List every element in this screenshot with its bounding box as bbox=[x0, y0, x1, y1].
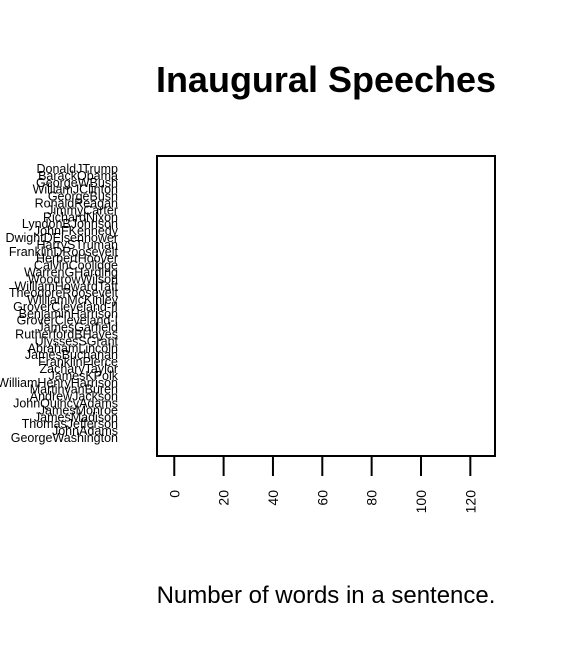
x-tick-label: 0 bbox=[166, 490, 182, 498]
y-tick-label: GroverCleveland-I bbox=[17, 314, 118, 328]
y-tick-label: JamesGarfield bbox=[37, 321, 118, 335]
y-tick-label: CalvinCoolidge bbox=[34, 259, 118, 273]
y-tick-label: TheodoreRoosevelt bbox=[9, 286, 119, 300]
y-tick-label: ThomasJefferson bbox=[22, 417, 118, 431]
y-tick-label: JamesMadison bbox=[34, 410, 118, 424]
x-axis: 0 20 40 60 80 100 120 bbox=[166, 456, 478, 513]
y-tick-label: AbrahamLincoln bbox=[28, 341, 118, 355]
y-tick-label: JohnQuincyAdams bbox=[13, 397, 118, 411]
y-tick-label: GroverCleveland-II bbox=[13, 300, 118, 314]
y-tick-label: LyndonBJohnson bbox=[22, 217, 118, 231]
y-tick-label: WoodrowWilson bbox=[28, 272, 118, 286]
chart-title: Inaugural Speeches bbox=[156, 59, 496, 100]
y-tick-label: AndrewJackson bbox=[30, 390, 118, 404]
y-tick-label: RonaldReagan bbox=[35, 196, 118, 210]
x-tick-label: 120 bbox=[462, 490, 478, 514]
y-tick-label: DwightDEisenhower bbox=[5, 231, 118, 245]
y-tick-label: RichardNixon bbox=[43, 210, 118, 224]
y-tick-label: WilliamHenryHarrison bbox=[0, 376, 118, 390]
x-tick-label: 60 bbox=[314, 490, 330, 506]
x-tick-label: 80 bbox=[364, 490, 380, 506]
y-tick-label: BenjaminHarrison bbox=[19, 307, 118, 321]
y-tick-label: GeorgeWashington bbox=[11, 431, 118, 445]
y-tick-label: BarackObama bbox=[38, 169, 118, 183]
plot-frame bbox=[156, 155, 496, 457]
y-tick-label: WarrenGHarding bbox=[24, 265, 118, 279]
y-tick-label: DonaldJTrump bbox=[36, 162, 118, 176]
y-tick-label: JohnAdams bbox=[52, 424, 118, 438]
x-tick-label: 100 bbox=[413, 490, 429, 514]
y-tick-label: UlyssesSGrant bbox=[35, 334, 119, 348]
y-tick-label: GeorgeBush bbox=[48, 190, 118, 204]
y-tick-label: FranklinPierce bbox=[38, 355, 118, 369]
y-tick-label: JohnFKennedy bbox=[34, 224, 119, 238]
y-tick-label: GeorgeWBush bbox=[36, 176, 118, 190]
y-tick-label: JamesMonroe bbox=[39, 403, 118, 417]
y-tick-label: WilliamHowardTaft bbox=[15, 279, 119, 293]
y-tick-label: FranklinDRoosevelt bbox=[9, 245, 119, 259]
y-tick-label: MartinvanBuren bbox=[30, 383, 118, 397]
y-tick-label: HarrySTruman bbox=[37, 238, 119, 252]
y-tick-label: ZacharyTaylor bbox=[40, 362, 119, 376]
y-tick-label: RutherfordBHayes bbox=[15, 328, 118, 342]
x-tick-label: 40 bbox=[265, 490, 281, 506]
x-axis-label: Number of words in a sentence. bbox=[157, 582, 496, 609]
y-tick-label: JimmyCarter bbox=[47, 203, 118, 217]
y-axis-labels: GeorgeWashingtonJohnAdamsThomasJefferson… bbox=[0, 162, 119, 445]
y-tick-label: JamesKPolk bbox=[49, 369, 119, 383]
y-tick-label: JamesBuchanan bbox=[25, 348, 118, 362]
y-tick-label: HerbertHoover bbox=[36, 252, 118, 266]
x-tick-label: 20 bbox=[216, 490, 232, 506]
y-tick-label: WilliamMcKinley bbox=[27, 293, 119, 307]
y-tick-label: WilliamJClinton bbox=[33, 183, 118, 197]
